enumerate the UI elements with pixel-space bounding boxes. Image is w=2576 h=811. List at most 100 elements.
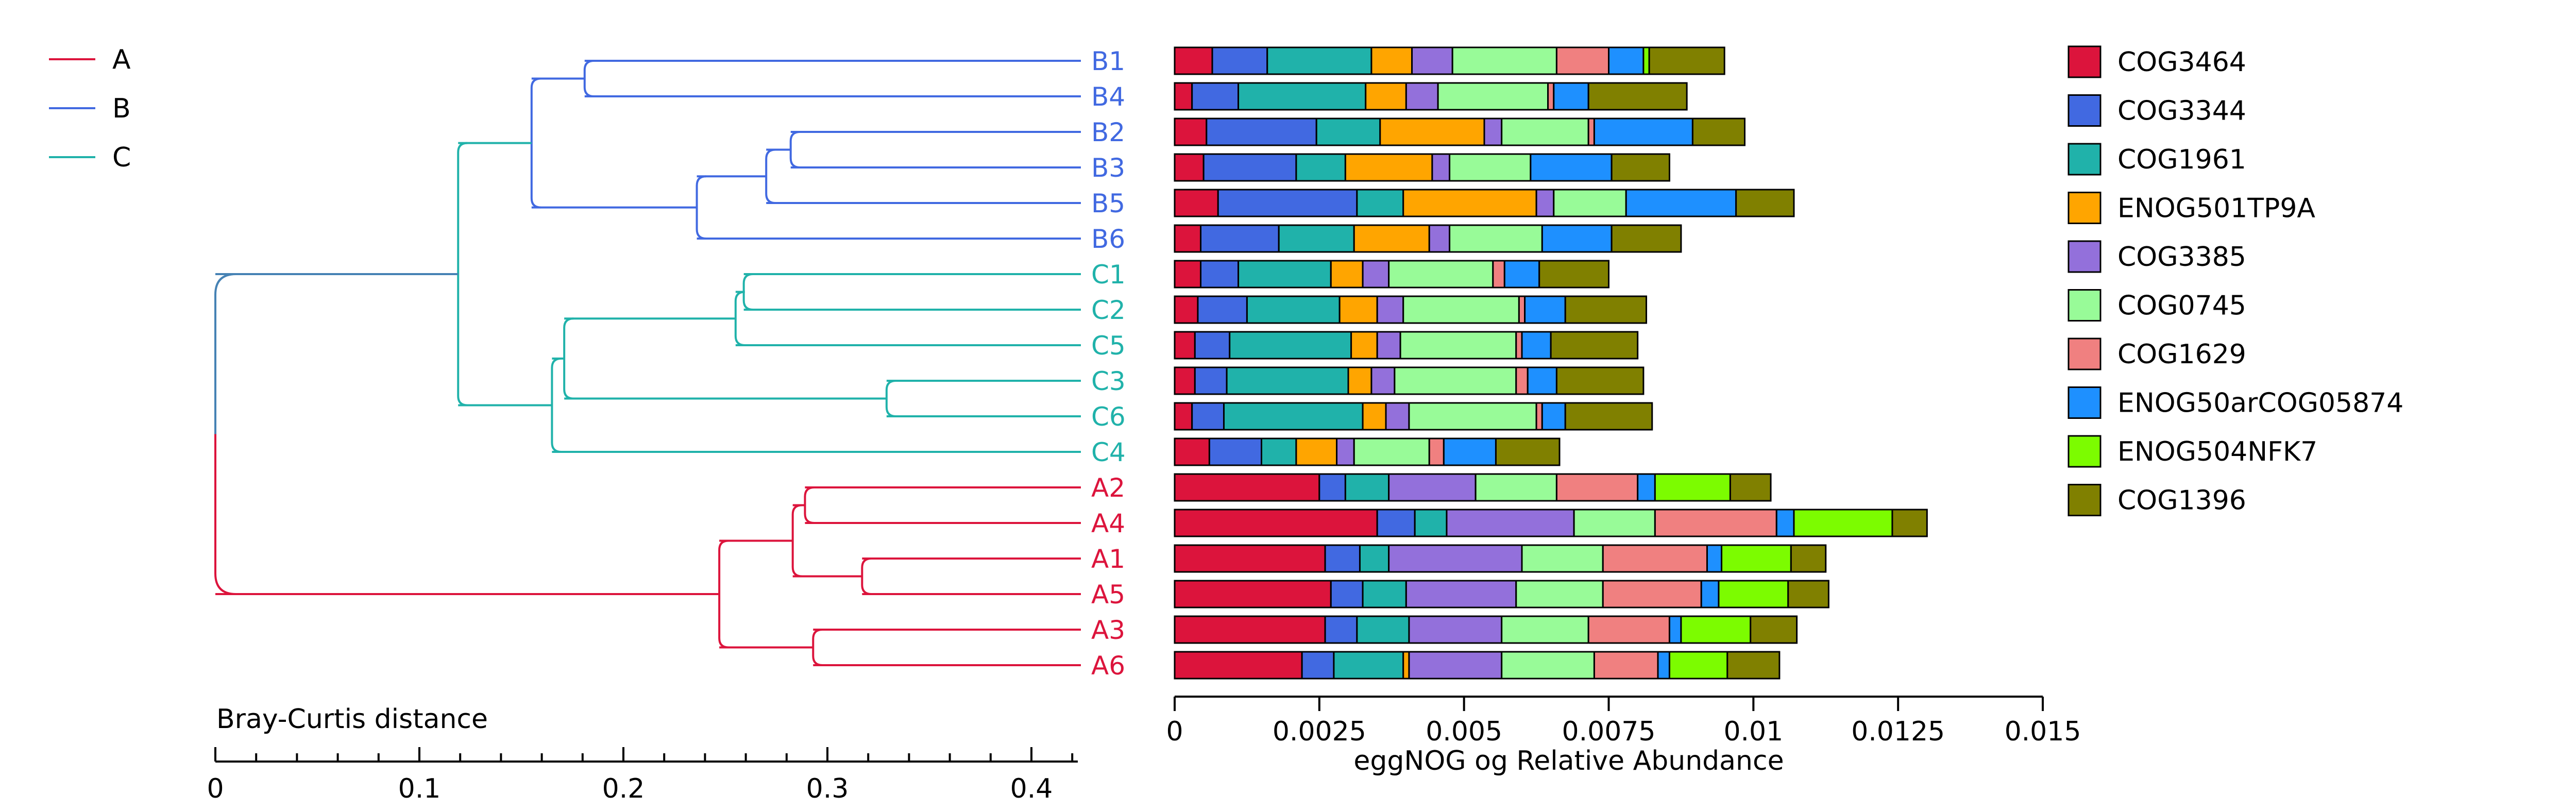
bar-segment-enog50arcog05874 <box>1527 366 1557 395</box>
leaf-label: B6 <box>1091 224 1125 254</box>
bar-segment-cog3464 <box>1174 260 1202 289</box>
bar-segment-cog1396 <box>1495 437 1561 466</box>
bar-segment-cog0745 <box>1449 153 1532 182</box>
bar-segment-cog3385 <box>1535 189 1555 217</box>
leaf-labels: B1 B4 B2 B3 B5 B6 C1 C2 C5 C3 C6 C4 A2 A4 A1 A5 A3 A6 <box>1091 46 1126 681</box>
leaf-label: B1 <box>1091 46 1125 76</box>
bar-segment-cog3464 <box>1174 615 1326 644</box>
bar-segment-enog504nfk7 <box>1668 651 1728 680</box>
bar-segment-cog1629 <box>1547 82 1555 111</box>
series-legend-label: COG3464 <box>2117 47 2246 78</box>
bar-segment-cog3464 <box>1174 117 1208 146</box>
bar-segment-enog50arcog05874 <box>1541 224 1613 253</box>
bar-segment-cog1961 <box>1356 189 1404 217</box>
series-legend-label: COG3344 <box>2117 96 2246 127</box>
bar-segment-cog1396 <box>1790 544 1827 573</box>
bar-segment-cog3385 <box>1405 82 1439 111</box>
distance-axis: 0 0.1 0.2 0.3 0.4 <box>207 747 1078 804</box>
bar-segment-cog1629 <box>1515 366 1529 395</box>
bar-segment-cog0745 <box>1394 366 1517 395</box>
dendrogram-link <box>718 539 729 649</box>
series-legend-swatch-cog3464 <box>2067 45 2102 78</box>
leaf-label: C2 <box>1091 295 1126 325</box>
abundance-axis-title: eggNOG og Relative Abundance <box>1353 746 1784 776</box>
bar-segment-cog1961 <box>1333 651 1404 680</box>
series-legend-label: COG1396 <box>2117 485 2246 516</box>
bar-segment-cog0745 <box>1402 295 1520 324</box>
leaf-label: B2 <box>1091 117 1125 147</box>
bar-segment-cog0745 <box>1501 651 1595 680</box>
bar-segment-cog1396 <box>1564 295 1648 324</box>
bar-segment-cog3344 <box>1194 366 1228 395</box>
bar-segment-cog0745 <box>1408 402 1537 431</box>
leaf-label: C4 <box>1091 437 1126 467</box>
leaf-label: B3 <box>1091 153 1125 183</box>
bar-segment-cog1629 <box>1492 260 1505 289</box>
dendrogram <box>214 60 1081 666</box>
series-legend-swatch-cog1629 <box>2067 337 2102 370</box>
bar-segment-cog3464 <box>1174 46 1213 75</box>
bar-segment-cog1961 <box>1362 580 1407 609</box>
distance-axis-tick-label: 0.2 <box>602 773 645 804</box>
dendrogram-link <box>812 629 823 666</box>
leaf-label: A6 <box>1091 651 1125 681</box>
bar-segment-cog1629 <box>1587 117 1595 146</box>
group-legend-label: A <box>112 44 131 75</box>
bar-segment-cog3385 <box>1388 473 1477 502</box>
series-legend-swatch-cog1961 <box>2067 143 2102 176</box>
distance-axis-tick-label: 0.1 <box>398 773 441 804</box>
bar-segment-cog3344 <box>1324 615 1358 644</box>
leaf-label: B5 <box>1091 189 1125 218</box>
dendrogram-link <box>861 557 872 595</box>
bar-segment-enog504nfk7 <box>1654 473 1731 502</box>
bar-segment-enog50arcog05874 <box>1593 117 1693 146</box>
bar-segment-cog3464 <box>1174 189 1219 217</box>
bar-segment-enog50arcog05874 <box>1443 437 1497 466</box>
bar-segment-cog3344 <box>1197 295 1248 324</box>
bar-segment-enog50arcog05874 <box>1524 295 1566 324</box>
bar-segment-cog0745 <box>1501 615 1589 644</box>
bar-segment-cog3344 <box>1208 437 1262 466</box>
bar-segment-cog3385 <box>1385 402 1410 431</box>
series-legend-swatch-enog501tp9a <box>2067 192 2102 224</box>
bar-segment-cog1396 <box>1564 402 1653 431</box>
bar-segment-cog1396 <box>1691 117 1745 146</box>
bar-segment-cog3385 <box>1483 117 1503 146</box>
bar-segment-cog3344 <box>1191 82 1240 111</box>
bar-segment-enog50arcog05874 <box>1668 615 1682 644</box>
leaf-label: A1 <box>1091 544 1125 574</box>
bar-segment-cog3344 <box>1376 509 1416 537</box>
leaf-label: A5 <box>1091 580 1125 610</box>
bar-segment-cog0745 <box>1501 117 1589 146</box>
bar-segment-enog504nfk7 <box>1642 46 1650 75</box>
dendrogram-link <box>563 317 574 400</box>
series-legend-label: ENOG501TP9A <box>2117 193 2315 224</box>
distance-axis-tick-label: 0.4 <box>1010 773 1053 804</box>
bar-segment-cog3385 <box>1431 153 1451 182</box>
bar-segment-enog50arcog05874 <box>1608 46 1645 75</box>
series-legend-swatch-cog1396 <box>2067 484 2102 516</box>
bar-segment-cog1396 <box>1726 651 1781 680</box>
bar-segment-enog501tp9a <box>1402 189 1537 217</box>
bar-segment-cog0745 <box>1573 509 1656 537</box>
bar-segment-cog3464 <box>1174 224 1202 253</box>
bar-segment-cog0745 <box>1475 473 1557 502</box>
bar-segment-cog3464 <box>1174 366 1196 395</box>
abundance-axis: 0 0.0025 0.005 0.0075 0.01 0.0125 0.015 <box>1166 696 2081 747</box>
bar-segment-cog1961 <box>1223 402 1364 431</box>
bar-segment-enog501tp9a <box>1365 82 1407 111</box>
bar-segment-enog501tp9a <box>1370 46 1413 75</box>
abundance-axis-tick-label: 0.0125 <box>1851 716 1945 747</box>
bar-segment-cog1396 <box>1648 46 1725 75</box>
abundance-axis-tick-label: 0.0025 <box>1273 716 1366 747</box>
series-legend-label: COG3385 <box>2117 242 2246 273</box>
bar-segment-cog1961 <box>1226 366 1349 395</box>
bar-segment-cog1961 <box>1229 331 1352 360</box>
bar-segment-cog3464 <box>1174 153 1205 182</box>
bar-segment-enog504nfk7 <box>1680 615 1752 644</box>
series-legend-swatch-enog504nfk7 <box>2067 435 2102 468</box>
bar-segment-enog50arcog05874 <box>1541 402 1566 431</box>
bar-segment-enog504nfk7 <box>1718 580 1789 609</box>
